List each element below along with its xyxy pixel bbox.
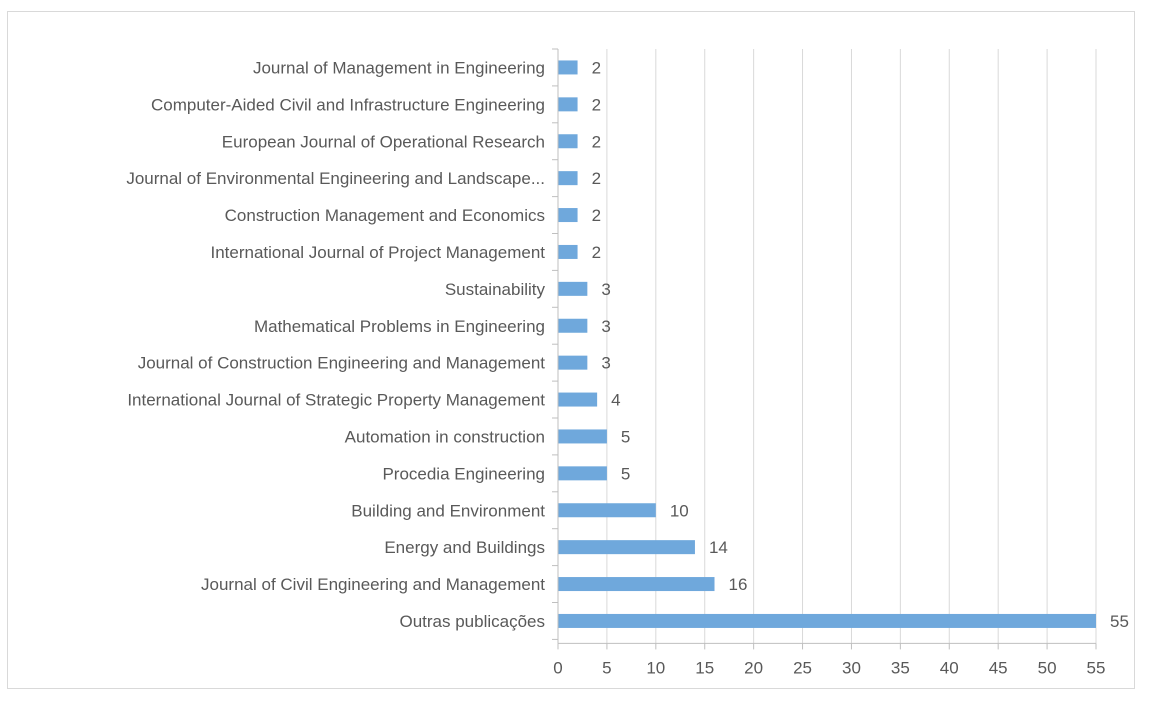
bars <box>558 60 1096 628</box>
bar <box>558 355 588 370</box>
category-label: International Journal of Strategic Prope… <box>127 391 545 410</box>
category-label: Journal of Civil Engineering and Managem… <box>201 575 545 594</box>
bar <box>558 466 607 481</box>
bar <box>558 429 607 444</box>
x-tick-label: 30 <box>842 658 861 677</box>
data-label: 3 <box>601 317 610 336</box>
bar <box>558 60 578 75</box>
bar <box>558 171 578 186</box>
bar <box>558 540 695 555</box>
data-label: 16 <box>729 575 748 594</box>
bar <box>558 134 578 149</box>
category-label: Journal of Management in Engineering <box>253 58 545 77</box>
data-label: 14 <box>709 538 728 557</box>
data-label: 55 <box>1110 612 1129 631</box>
bar <box>558 392 598 407</box>
data-label: 10 <box>670 501 689 520</box>
x-tick-label: 55 <box>1087 658 1106 677</box>
data-label: 2 <box>592 95 601 114</box>
chart-frame: 0 5 10 15 20 25 30 35 40 45 50 55 Journal of Managem… <box>7 11 1135 689</box>
bar <box>558 577 715 592</box>
category-label: Building and Environment <box>351 501 545 520</box>
x-tick-label: 50 <box>1038 658 1057 677</box>
x-tick-label: 25 <box>793 658 812 677</box>
x-tick-label: 35 <box>891 658 910 677</box>
category-label: Automation in construction <box>345 427 545 446</box>
category-label: Outras publicações <box>399 612 545 631</box>
x-tick-label: 0 <box>553 658 562 677</box>
category-label: Journal of Environmental Engineering and… <box>126 169 545 188</box>
bar <box>558 97 578 112</box>
category-label: Sustainability <box>445 280 546 299</box>
data-label: 3 <box>601 280 610 299</box>
bar <box>558 244 578 259</box>
category-label: Computer-Aided Civil and Infrastructure … <box>151 95 545 114</box>
x-tick-label: 40 <box>940 658 959 677</box>
x-tick-label: 10 <box>646 658 665 677</box>
data-label: 3 <box>601 354 610 373</box>
bar <box>558 208 578 223</box>
category-label: International Journal of Project Managem… <box>210 243 545 262</box>
bar <box>558 503 656 518</box>
data-label: 2 <box>592 169 601 188</box>
bar <box>558 613 1096 628</box>
x-tick-label: 45 <box>989 658 1008 677</box>
gridlines <box>606 49 1097 644</box>
data-label: 2 <box>592 243 601 262</box>
x-tick-label: 5 <box>602 658 611 677</box>
bar <box>558 281 588 296</box>
category-label: Construction Management and Economics <box>225 206 545 225</box>
category-label: Procedia Engineering <box>382 464 545 483</box>
data-label: 4 <box>611 391 620 410</box>
axes <box>552 48 1097 650</box>
x-tick-label: 15 <box>695 658 714 677</box>
category-label: Energy and Buildings <box>384 538 545 557</box>
data-label: 5 <box>621 427 630 446</box>
bar <box>558 318 588 333</box>
data-label: 2 <box>592 58 601 77</box>
data-label: 2 <box>592 132 601 151</box>
data-label: 5 <box>621 464 630 483</box>
category-label: Mathematical Problems in Engineering <box>254 317 545 336</box>
category-label: Journal of Construction Engineering and … <box>138 354 546 373</box>
data-label: 2 <box>592 206 601 225</box>
x-tick-label: 20 <box>744 658 763 677</box>
category-label: European Journal of Operational Research <box>222 132 545 151</box>
